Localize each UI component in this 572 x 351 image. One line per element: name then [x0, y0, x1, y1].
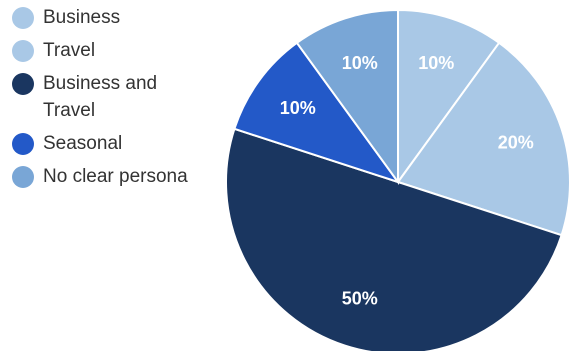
pie-slice-label-no-clear-persona: 10%: [342, 53, 378, 73]
pie-slice-labels: 10% 20% 50% 10% 10%: [280, 53, 534, 309]
chart-legend: Business Travel Business and Travel Seas…: [12, 4, 212, 196]
legend-swatch-no-clear-persona: [12, 166, 34, 188]
legend-label-business: Business: [43, 7, 121, 28]
pie-slices: [225, 8, 571, 351]
legend-label-no-clear-persona: No clear persona: [43, 166, 188, 187]
legend-label-travel: Travel: [43, 40, 96, 61]
legend-label-seasonal: Seasonal: [43, 133, 123, 154]
legend-item-travel: Travel: [12, 37, 212, 64]
pie-slice-business-and-travel: [225, 127, 563, 351]
pie-slice-label-travel: 20%: [498, 132, 534, 152]
legend-item-seasonal: Seasonal: [12, 130, 212, 157]
legend-swatch-seasonal: [12, 133, 34, 155]
legend-item-business: Business: [12, 4, 212, 31]
legend-item-no-clear-persona: No clear persona: [12, 163, 212, 190]
legend-label-business-and-travel: Business and Travel: [43, 73, 158, 121]
pie-slice-label-business: 10%: [418, 53, 454, 73]
legend-item-business-and-travel: Business and Travel: [12, 70, 212, 124]
pie-slice-travel: [396, 41, 571, 237]
legend-swatch-business: [12, 7, 34, 29]
pie-slice-label-business-and-travel: 50%: [342, 289, 378, 309]
pie-slice-seasonal: [233, 41, 401, 184]
pie-slice-no-clear-persona: [295, 8, 399, 186]
legend-swatch-business-and-travel: [12, 73, 34, 95]
legend-swatch-travel: [12, 40, 34, 62]
pie-slice-label-seasonal: 10%: [280, 98, 316, 118]
pie-slice-business: [397, 8, 501, 186]
